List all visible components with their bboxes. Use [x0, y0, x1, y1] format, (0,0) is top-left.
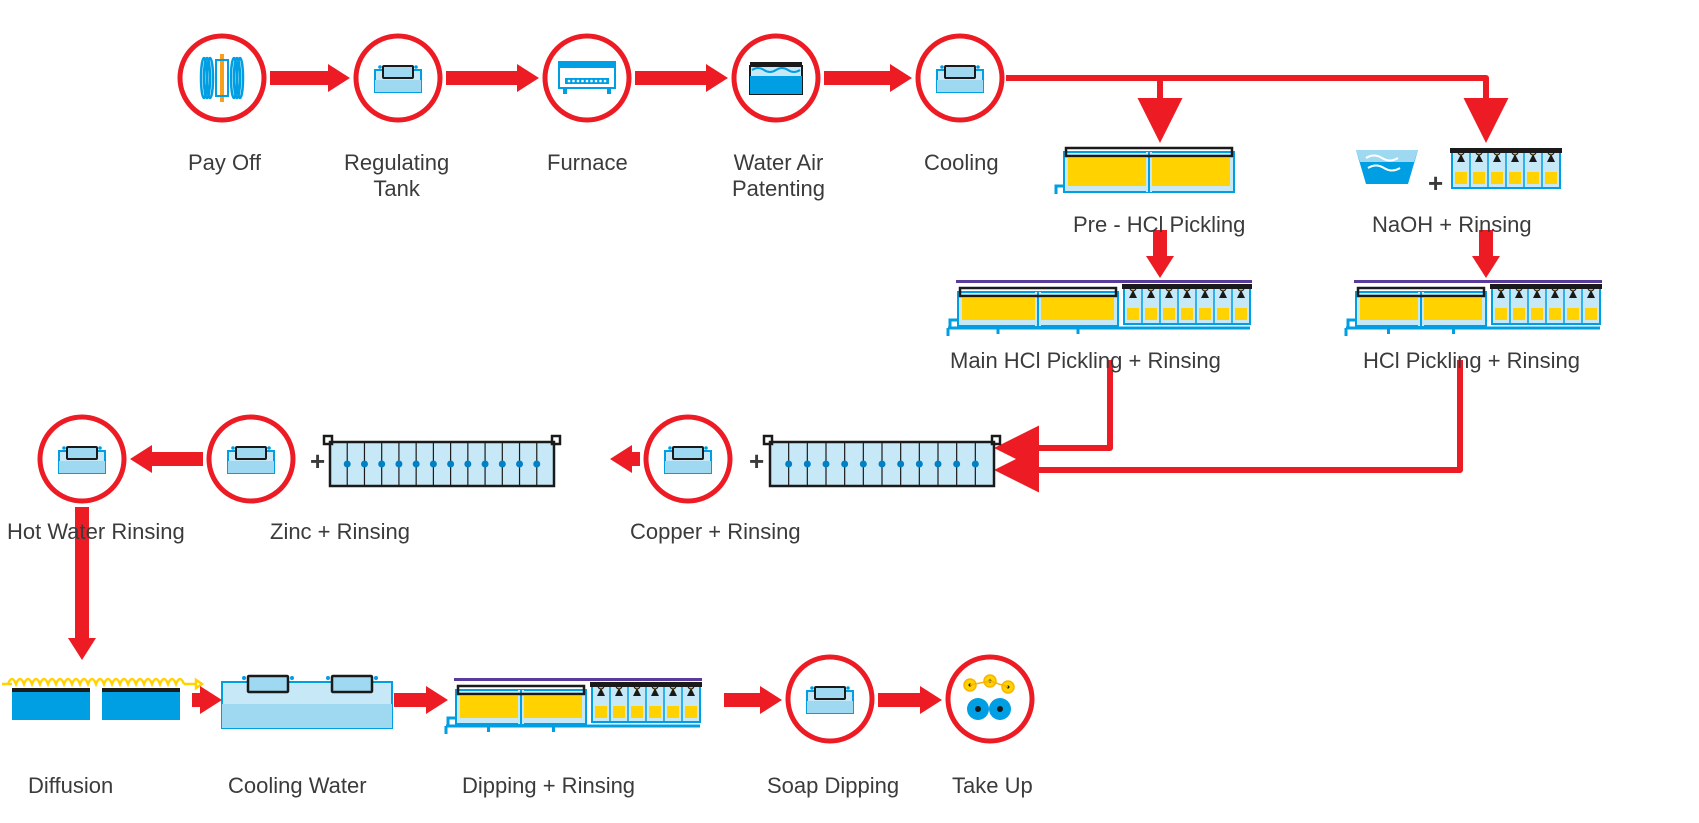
takeup-label: Take Up — [952, 773, 1033, 799]
coolw-label: Cooling Water — [228, 773, 367, 799]
regtank-label: Regulating Tank — [344, 150, 449, 202]
hotwater-label: Hot Water Rinsing — [7, 519, 185, 545]
tank-icon — [807, 686, 853, 713]
plus-sign-1: + — [749, 446, 764, 477]
cooling-water-panel — [222, 676, 392, 728]
spool-icon — [201, 54, 243, 102]
main-hcl-panel — [948, 280, 1252, 336]
yellow-tank — [448, 686, 586, 726]
hclrins-label: HCl Pickling + Rinsing — [1363, 348, 1580, 374]
diffusion-panel — [2, 679, 202, 720]
zinc-label: Zinc + Rinsing — [270, 519, 410, 545]
waterair-label: Water Air Patenting — [732, 150, 825, 202]
arrow-r1-3 — [824, 64, 912, 92]
tank-icon — [59, 446, 105, 473]
tank-icon — [665, 446, 711, 473]
payoff-label: Pay Off — [188, 150, 261, 176]
plus-sign-2: + — [1428, 168, 1443, 199]
spray-cells — [1450, 148, 1562, 188]
arrow-soap-takeup — [878, 686, 942, 714]
spray-cells — [1490, 284, 1602, 324]
cooling-label: Cooling — [924, 150, 999, 176]
arrow-copper-zinc — [610, 445, 640, 473]
yellow-tank — [1056, 148, 1234, 194]
mainhcl-label: Main HCl Pickling + Rinsing — [950, 348, 1221, 374]
arrow-zinc-hotwater — [130, 445, 203, 473]
yellow-tank — [1348, 288, 1486, 328]
naoh-tank — [1356, 150, 1418, 184]
elbow-to-naoh — [1006, 78, 1486, 134]
prehcl-label: Pre - HCl Pickling — [1073, 212, 1245, 238]
waterair-icon — [750, 62, 802, 94]
yellow-tank — [950, 288, 1118, 328]
elbow-hcl-copper — [1003, 360, 1460, 470]
diffusion-label: Diffusion — [28, 773, 113, 799]
naoh-label: NaOH + Rinsing — [1372, 212, 1532, 238]
elbow-to-prehcl — [1006, 78, 1160, 134]
process-flow-diagram — [0, 0, 1699, 823]
arrow-cool-dip — [394, 686, 448, 714]
dipping-panel — [446, 678, 702, 734]
tank-icon — [937, 65, 983, 92]
diprins-label: Dipping + Rinsing — [462, 773, 635, 799]
arrow-r1-1 — [446, 64, 539, 92]
arrow-dip-soap — [724, 686, 782, 714]
tank-icon — [375, 65, 421, 92]
furnace-label: Furnace — [547, 150, 628, 176]
tank-icon — [228, 446, 274, 473]
hcl-rinse-panel — [1346, 280, 1602, 336]
plus-sign-0: + — [310, 446, 325, 477]
arrow-r1-0 — [270, 64, 350, 92]
spray-cells — [1122, 284, 1252, 324]
takeup-node — [948, 657, 1032, 741]
soap-label: Soap Dipping — [767, 773, 899, 799]
electrolytic-tank — [764, 436, 1000, 486]
copper-label: Copper + Rinsing — [630, 519, 801, 545]
arrow-diff-cool — [192, 686, 222, 714]
electrolytic-tank — [324, 436, 560, 486]
spray-cells — [590, 682, 702, 722]
arrow-r1-2 — [635, 64, 728, 92]
